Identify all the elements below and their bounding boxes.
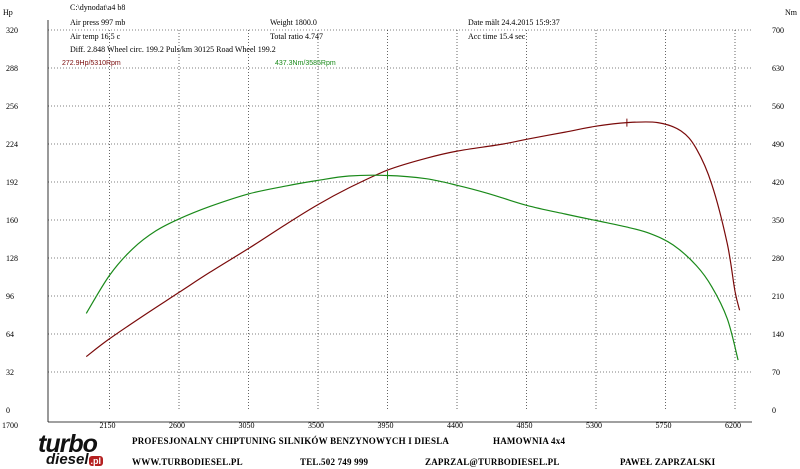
y-left-tick-label: 128 <box>6 254 18 263</box>
logo-tld: .pl <box>88 456 104 466</box>
slogan: PROFESJONALNY CHIPTUNING SILNIKÓW BENZYN… <box>132 436 450 446</box>
y-right-tick-label: 630 <box>772 64 784 73</box>
y-left-tick-label: 224 <box>6 140 18 149</box>
y-right-tick-label: 280 <box>772 254 784 263</box>
y-left-tick-label: 160 <box>6 216 18 225</box>
hp-curve <box>85 121 741 358</box>
x-tick-label: 5300 <box>586 421 602 430</box>
weight: Weight 1800.0 <box>270 18 317 27</box>
total-ratio: Total ratio 4.747 <box>270 32 323 41</box>
x-tick-label: 6200 <box>725 421 741 430</box>
y-left-tick-label: 256 <box>6 102 18 111</box>
torque-curve <box>85 174 739 361</box>
phone: TEL.502 749 999 <box>300 457 369 467</box>
nm-peak-label: 437.3Nm/3585Rpm <box>275 60 336 67</box>
y-right-tick-label: 350 <box>772 216 784 225</box>
website: WWW.TURBODIESEL.PL <box>132 457 243 467</box>
x-tick-label: 3500 <box>308 421 324 430</box>
y-right-tick-label: 490 <box>772 140 784 149</box>
y-left-tick-label: 192 <box>6 178 18 187</box>
left-axis-unit: Hp <box>3 8 13 17</box>
test-date: Date mält 24.4.2015 15:9:37 <box>468 18 560 27</box>
y-right-tick-label: 210 <box>772 292 784 301</box>
y-right-tick-label: 420 <box>772 178 784 187</box>
turbodiesel-logo: turbo <box>38 430 98 459</box>
email: ZAPRZAL@TURBODIESEL.PL <box>425 457 560 467</box>
air-temp: Air temp 16.5 c <box>70 32 121 41</box>
air-press: Air press 997 mb <box>70 18 126 27</box>
station-name: HAMOWNIA 4x4 <box>493 436 566 446</box>
x-tick-label: 4850 <box>517 421 533 430</box>
logo-diesel-text: diesel <box>46 451 89 468</box>
logo-sub: diesel .pl <box>46 451 104 469</box>
y-left-tick-label: 32 <box>6 368 14 377</box>
logo-turbo-text: turbo <box>38 430 98 458</box>
y-left-tick-label: 0 <box>6 406 10 415</box>
x-tick-label: 3950 <box>378 421 394 430</box>
x-tick-label: 2150 <box>100 421 116 430</box>
x-tick-label: 1700 <box>2 421 18 430</box>
y-left-tick-label: 96 <box>6 292 14 301</box>
acc-time: Acc time 15.4 sec <box>468 32 526 41</box>
y-right-tick-label: 140 <box>772 330 784 339</box>
x-tick-label: 4400 <box>447 421 463 430</box>
y-left-tick-label: 288 <box>6 64 18 73</box>
x-tick-label: 5750 <box>656 421 672 430</box>
file-path: C:\dynodat\a4 b8 <box>70 3 126 12</box>
y-right-tick-label: 560 <box>772 102 784 111</box>
y-left-tick-label: 320 <box>6 26 18 35</box>
right-axis-unit: Nm <box>785 8 797 17</box>
diff-line: Diff. 2.848 Wheel circ. 199.2 Puls/km 30… <box>70 45 276 54</box>
x-tick-label: 3050 <box>239 421 255 430</box>
owner: PAWEŁ ZAPRZALSKI <box>620 457 716 467</box>
y-right-tick-label: 70 <box>772 368 780 377</box>
x-tick-label: 2600 <box>169 421 185 430</box>
y-right-tick-label: 0 <box>772 406 776 415</box>
y-right-tick-label: 700 <box>772 26 784 35</box>
hp-peak-label: 272.9Hp/5310Rpm <box>62 60 121 67</box>
y-left-tick-label: 64 <box>6 330 14 339</box>
